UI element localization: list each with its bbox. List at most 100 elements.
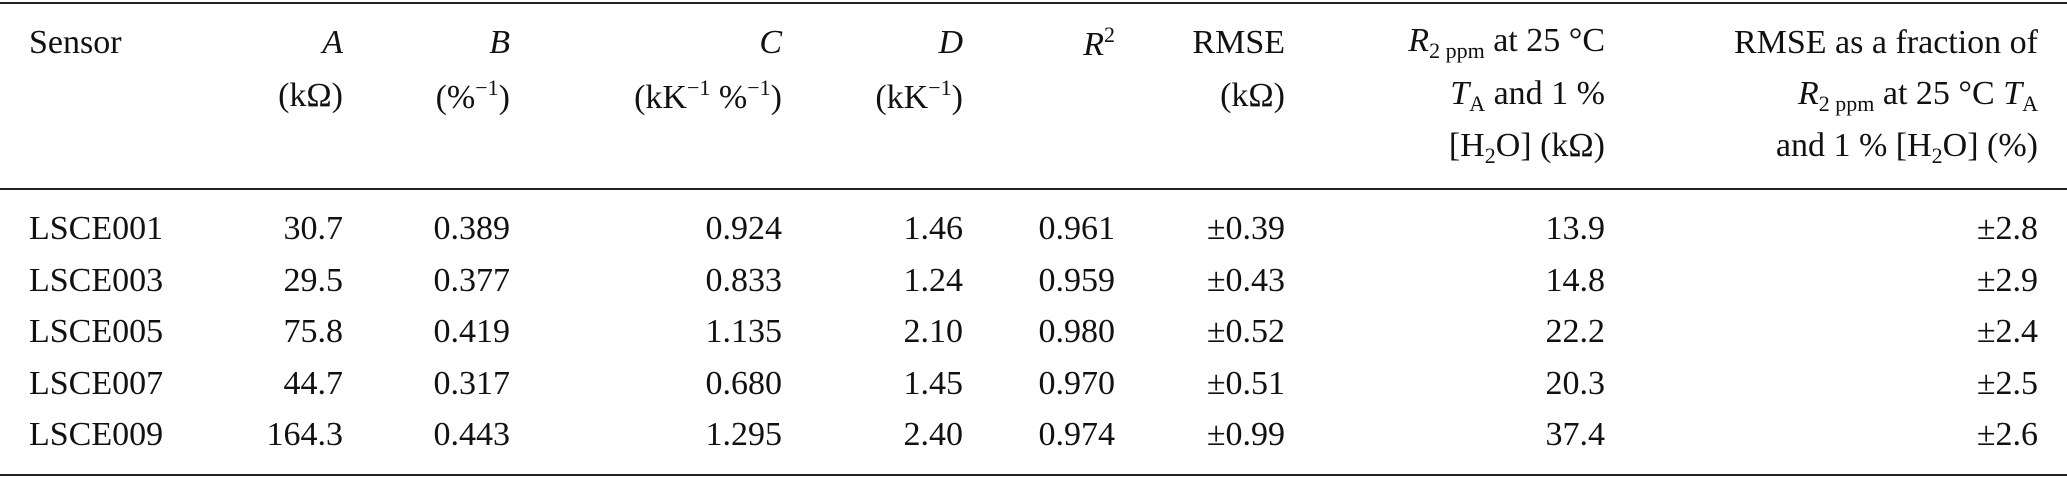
cell-value: 29.5 xyxy=(283,262,344,299)
header-text: [H xyxy=(1448,127,1485,164)
cell-value: 0.389 xyxy=(433,210,511,247)
cell-value: ±0.39 xyxy=(1206,210,1285,247)
header-line: A xyxy=(322,26,343,60)
sensor-name: LSCE007 xyxy=(29,365,164,402)
sensor-name: LSCE003 xyxy=(29,262,164,299)
cell-value: ±0.52 xyxy=(1206,313,1285,350)
header-line: R2 ppm at 25 °C TA xyxy=(1798,77,2038,115)
cell-value: 30.7 xyxy=(283,210,344,247)
bottom-rule xyxy=(0,474,2067,476)
cell-value: 0.377 xyxy=(433,262,511,299)
header-text: and 1 % [H xyxy=(1775,127,1932,164)
header-line: (kK−1 %−1) xyxy=(634,77,782,115)
cell-value: 1.295 xyxy=(705,416,783,453)
header-text: Sensor xyxy=(29,24,122,61)
header-text: (kΩ) xyxy=(1220,77,1285,114)
cell-value: 0.680 xyxy=(705,365,783,402)
cell-value: 13.9 xyxy=(1545,210,1606,247)
cell-value: 0.833 xyxy=(705,262,783,299)
header-text: T xyxy=(1450,75,1470,112)
header-text: 2 xyxy=(1104,22,1115,47)
cell-value: 22.2 xyxy=(1545,313,1606,350)
header-line: RMSE xyxy=(1192,26,1285,60)
cell-value: 1.24 xyxy=(903,262,964,299)
header-text: T xyxy=(2003,75,2023,112)
header-rule xyxy=(0,188,2067,190)
cell-value: 0.317 xyxy=(433,365,511,402)
header-text: A xyxy=(1469,91,1486,116)
cell-value: ±2.5 xyxy=(1976,365,2038,402)
header-line: (kΩ) xyxy=(278,79,343,113)
cell-value: 2.10 xyxy=(903,313,964,350)
header-line: Sensor xyxy=(29,26,122,60)
cell-value: 0.419 xyxy=(433,313,511,350)
sensor-name: LSCE009 xyxy=(29,416,164,453)
header-line: [H2O] (kΩ) xyxy=(1449,129,1605,167)
header-text: −1 xyxy=(747,75,771,100)
cell-value: ±0.51 xyxy=(1206,365,1285,402)
header-line: (kΩ) xyxy=(1220,79,1285,113)
header-text: and 1 % xyxy=(1485,75,1605,112)
header-line: R2 ppm at 25 °C xyxy=(1408,24,1605,62)
header-text: C xyxy=(759,24,782,61)
cell-value: ±2.6 xyxy=(1976,416,2038,453)
cell-value: 2.40 xyxy=(903,416,964,453)
header-line: (%−1) xyxy=(436,77,510,115)
cell-value: 20.3 xyxy=(1545,365,1606,402)
header-text: at 25 °C xyxy=(1484,22,1605,59)
header-text: 2 ppm xyxy=(1429,38,1485,63)
header-text: B xyxy=(489,24,510,61)
cell-value: 75.8 xyxy=(283,313,344,350)
header-text: ) xyxy=(770,79,782,116)
header-text: −1 xyxy=(928,75,952,100)
header-line: and 1 % [H2O] (%) xyxy=(1776,129,2038,167)
cell-value: 0.924 xyxy=(705,210,783,247)
header-text: RMSE xyxy=(1192,24,1285,61)
cell-value: 1.45 xyxy=(903,365,964,402)
header-text: ) xyxy=(498,79,510,116)
header-text: O] (%) xyxy=(1942,127,2038,164)
cell-value: ±0.99 xyxy=(1206,416,1285,453)
header-text: (kK xyxy=(875,79,929,116)
header-text: R xyxy=(1083,26,1104,63)
header-text: 2 xyxy=(1484,143,1496,168)
header-text: R xyxy=(1797,75,1819,112)
header-text: at 25 °C xyxy=(1874,75,2004,112)
header-text: 2 xyxy=(1931,143,1943,168)
header-text: A xyxy=(2022,91,2038,116)
cell-value: ±0.43 xyxy=(1206,262,1285,299)
cell-value: ±2.4 xyxy=(1976,313,2038,350)
cell-value: 1.46 xyxy=(903,210,964,247)
header-line: D xyxy=(938,26,963,60)
header-text: R xyxy=(1408,22,1430,59)
cell-value: 0.443 xyxy=(433,416,511,453)
header-line: B xyxy=(489,26,510,60)
header-text: O] (kΩ) xyxy=(1495,127,1605,164)
header-text: D xyxy=(938,24,963,61)
cell-value: 0.980 xyxy=(1038,313,1116,350)
cell-value: 0.959 xyxy=(1038,262,1116,299)
header-text: 2 ppm xyxy=(1818,91,1875,116)
cell-value: ±2.9 xyxy=(1976,262,2038,299)
cell-value: 0.970 xyxy=(1038,365,1116,402)
header-text: (kΩ) xyxy=(278,77,343,114)
cell-value: 0.961 xyxy=(1038,210,1116,247)
cell-value: 1.135 xyxy=(705,313,783,350)
header-line: R2 xyxy=(1083,24,1115,62)
header-line: RMSE as a fraction of xyxy=(1734,26,2038,60)
header-text: (kK xyxy=(634,79,687,116)
top-rule xyxy=(0,2,2067,4)
sensor-name: LSCE005 xyxy=(29,313,164,350)
header-text: % xyxy=(710,79,748,116)
sensor-name: LSCE001 xyxy=(29,210,164,247)
header-text: −1 xyxy=(475,75,499,100)
header-text: RMSE as a fraction of xyxy=(1733,24,2038,61)
header-text: A xyxy=(322,24,343,61)
cell-value: 164.3 xyxy=(266,416,344,453)
header-line: C xyxy=(759,26,782,60)
header-text: −1 xyxy=(687,75,711,100)
header-text: ) xyxy=(951,79,963,116)
header-line: (kK−1) xyxy=(875,77,963,115)
cell-value: 44.7 xyxy=(283,365,344,402)
